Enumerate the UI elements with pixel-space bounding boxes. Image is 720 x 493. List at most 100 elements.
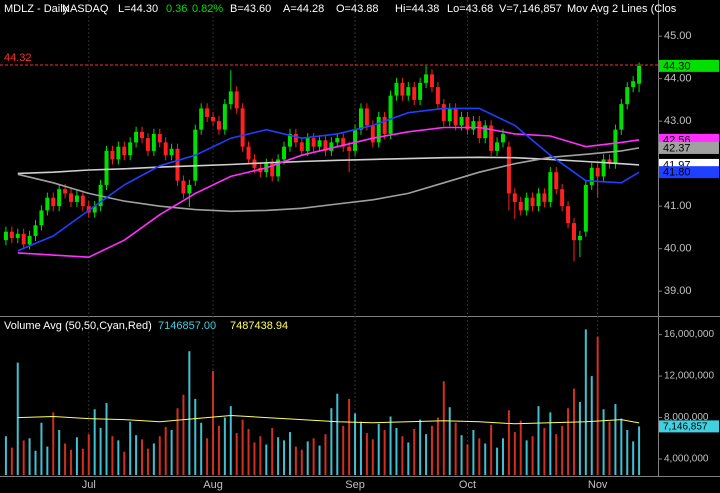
volume-bar [146, 448, 149, 475]
candle-body [222, 104, 227, 130]
volume-bar [52, 412, 55, 475]
candle-body [619, 104, 624, 130]
candle-body [447, 108, 452, 122]
candle-body [382, 116, 387, 134]
volume-bar [271, 427, 274, 475]
volume-bar [117, 440, 120, 475]
candle-body [15, 233, 20, 239]
candle-body [353, 129, 358, 151]
volume-bar [584, 329, 587, 475]
candle-body [595, 167, 600, 177]
volume-bar [152, 443, 155, 475]
candle-body [293, 133, 298, 143]
candle-body [9, 231, 14, 239]
candle-body [589, 167, 594, 185]
header-text: A=44.28 [283, 3, 324, 15]
volume-bar [365, 433, 368, 475]
header-text: V=7,146,857 [499, 3, 562, 15]
volume-bar [525, 440, 528, 475]
candle-body [424, 74, 429, 83]
volume-bar [330, 408, 333, 475]
volume-bar [135, 435, 138, 475]
candle-body [110, 150, 115, 160]
candle-body [524, 197, 529, 211]
volume-bar [283, 440, 286, 475]
candle-body [234, 91, 239, 109]
volume-bar [549, 412, 552, 475]
volume-header-text: 7487438.94 [230, 320, 288, 332]
candle-body [560, 189, 565, 207]
x-tick-label: Sep [345, 479, 365, 491]
volume-bar [164, 426, 167, 475]
candle-body [181, 180, 186, 194]
candle-body [169, 148, 174, 156]
candle-body [400, 82, 405, 96]
y-tick-label: 39.00 [664, 285, 692, 297]
volume-bar [200, 422, 203, 475]
volume-bar [490, 424, 493, 475]
candle-body [583, 184, 588, 232]
moving-average-line [17, 147, 640, 213]
candle-body [199, 108, 204, 130]
volume-bar [342, 425, 345, 475]
header-text: O=43.88 [336, 3, 379, 15]
volume-bar [419, 419, 422, 475]
header-text: B=43.60 [230, 3, 271, 15]
candle-body [341, 138, 346, 147]
candle-body [465, 116, 470, 130]
candle-body [388, 95, 393, 134]
volume-bar [389, 416, 392, 475]
volume-bar [501, 438, 504, 475]
volume-bar [93, 409, 96, 475]
header-text: Lo=43.68 [447, 3, 493, 15]
price-label-box [659, 59, 719, 72]
candle-body [335, 138, 340, 143]
volume-bar [466, 444, 469, 475]
volume-bar [354, 413, 357, 475]
y-tick-label: 43.00 [664, 115, 692, 127]
candle-body [364, 108, 369, 126]
volume-bar [531, 436, 534, 475]
candle-body [228, 91, 233, 105]
candle-body [57, 189, 62, 207]
moving-average-line [17, 107, 640, 252]
y-tick-label: 45.00 [664, 30, 692, 42]
volume-bar [543, 427, 546, 475]
volume-bar [253, 442, 256, 475]
candle-body [92, 206, 97, 213]
volume-bar [425, 434, 428, 475]
x-tick-label: Oct [459, 479, 476, 491]
candle-body [489, 125, 494, 151]
candle-body [187, 184, 192, 194]
volume-bar [300, 449, 303, 475]
x-tick-label: Jul [82, 479, 96, 491]
volume-bar [407, 442, 410, 475]
header-text: 0.82% [192, 3, 223, 15]
volume-bar [590, 376, 593, 475]
volume-bar [229, 406, 232, 475]
moving-average-line [17, 126, 640, 259]
volume-bar [401, 436, 404, 475]
volume-bar [206, 438, 209, 475]
candle-body [548, 172, 553, 202]
candle-body [441, 104, 446, 122]
x-tick-label: Aug [203, 479, 223, 491]
volume-bar [34, 450, 37, 475]
candle-body [601, 159, 606, 177]
candle-body [27, 235, 32, 245]
candle-body [471, 121, 476, 130]
volume-bar [413, 428, 416, 475]
candle-body [406, 87, 411, 96]
candle-body [33, 225, 38, 236]
candle-body [122, 146, 127, 156]
price-label: 41.80 [663, 167, 691, 179]
candle-body [506, 146, 511, 194]
volume-bar [4, 436, 7, 475]
price-label-box [659, 166, 719, 179]
moving-average-line [17, 156, 640, 175]
candle-body [329, 142, 334, 151]
volume-bar [377, 423, 380, 475]
candle-body [577, 235, 582, 241]
volume-bar [383, 429, 386, 475]
